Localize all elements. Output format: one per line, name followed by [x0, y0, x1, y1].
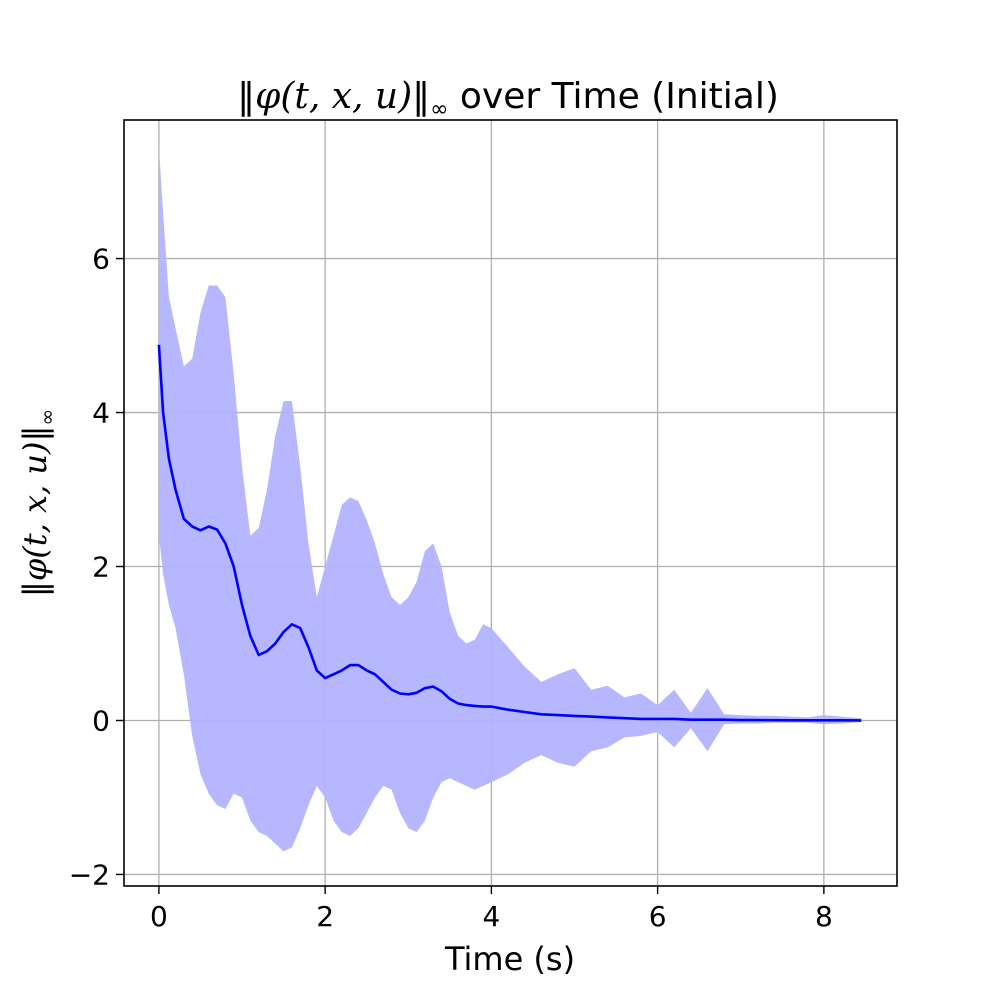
x-tick-label: 2	[316, 900, 334, 933]
x-tick-label: 8	[815, 900, 833, 933]
x-tick-label: 0	[150, 900, 168, 933]
y-tick-label: 0	[92, 704, 110, 737]
x-axis-ticks: 0 2 4 6 8	[150, 886, 833, 933]
plot-frame	[123, 119, 898, 887]
y-tick-label: 4	[92, 397, 110, 430]
y-axis-label: ‖φ(t, x, u)‖∞	[16, 409, 59, 597]
x-tick-label: 4	[482, 900, 500, 933]
x-axis-label: Time (s)	[444, 940, 575, 978]
y-tick-label: −2	[69, 858, 110, 891]
std-band-layer	[158, 146, 862, 852]
y-axis-ticks: −2 0 2 4 6	[69, 243, 124, 891]
std-band-area	[158, 146, 862, 852]
y-tick-label: 6	[92, 243, 110, 276]
mean-series-line	[157, 344, 862, 722]
mean-line-layer	[157, 344, 862, 722]
y-tick-label: 2	[92, 551, 110, 584]
chart-title: ‖φ(t, x, u)‖∞ over Time (Initial)	[237, 76, 779, 122]
x-tick-label: 6	[649, 900, 667, 933]
